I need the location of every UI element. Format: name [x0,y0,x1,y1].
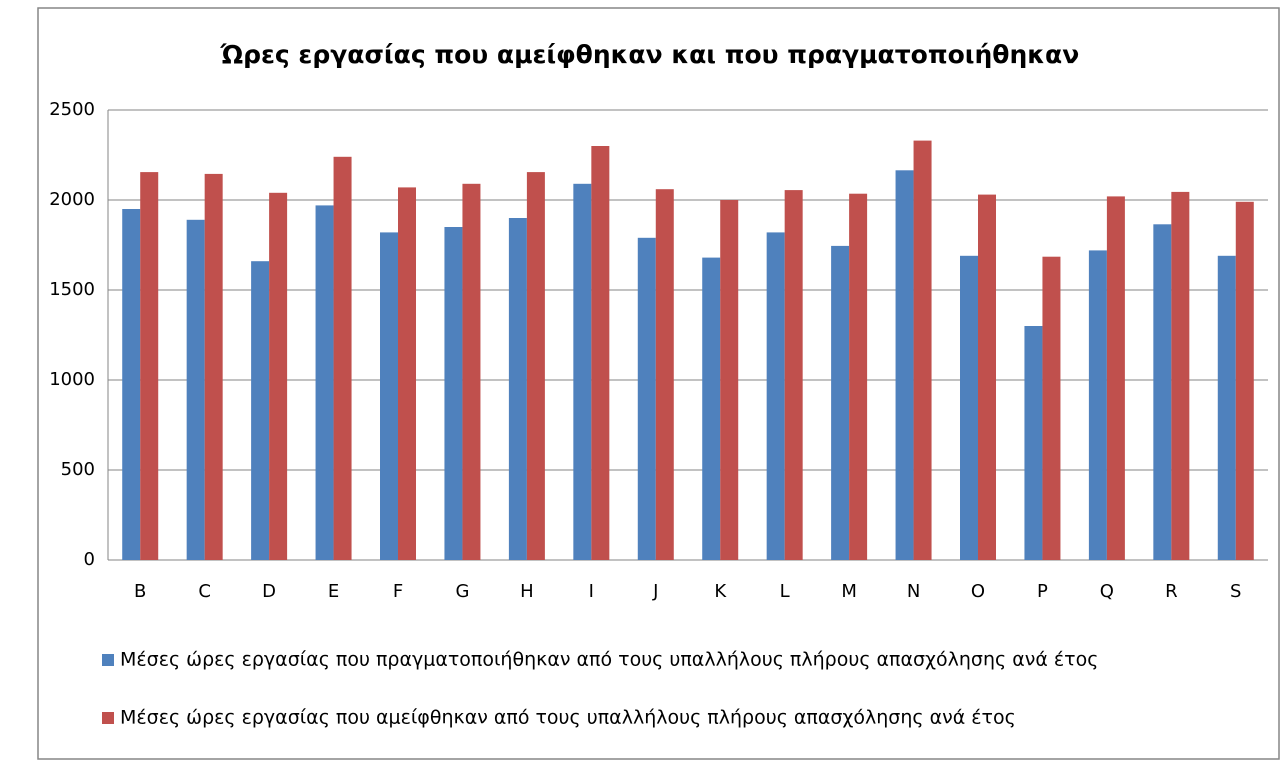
bar [1088,250,1107,560]
bar [960,255,978,561]
bar [526,172,545,560]
bar [766,232,785,560]
x-tick-label: P [1037,581,1048,602]
bar [849,193,868,560]
x-tick-label: R [1165,581,1178,602]
x-tick-label: F [393,581,403,602]
x-tick-label: B [134,581,146,602]
bar [1171,191,1190,560]
x-tick-label: S [1230,581,1241,602]
bar [186,219,205,561]
bar [978,194,996,560]
bar [720,200,739,560]
x-tick-label: M [841,581,857,602]
y-tick-label: 2500 [49,99,95,120]
bar [380,232,398,560]
bar [462,183,481,561]
x-tick-label: C [198,581,211,602]
bar [784,190,803,560]
bar [1106,196,1125,560]
x-tick-label: K [714,581,727,602]
bar [1153,224,1172,561]
x-tick-label: D [262,581,276,602]
x-tick-label: E [328,581,339,602]
x-tick-label: H [520,581,534,602]
legend-label: Μέσες ώρες εργασίας που πραγματοποιήθηκα… [120,649,1098,671]
bar [702,257,721,560]
x-tick-label: J [652,581,658,602]
bar [831,245,850,560]
bar [251,261,270,560]
bar [573,183,592,561]
bar [398,187,416,560]
y-tick-label: 1500 [49,279,95,300]
x-tick-label: G [455,581,469,602]
bar [1235,201,1254,561]
bar [508,218,527,560]
y-tick-label: 500 [61,459,95,480]
x-tick-label: O [971,581,985,602]
legend-swatch [102,712,114,724]
bar [122,209,141,560]
bar [204,173,223,560]
y-tick-label: 1000 [49,369,95,390]
bar [333,156,352,561]
bar [315,205,334,560]
bar [1042,256,1061,560]
y-tick-label: 0 [84,549,95,570]
x-tick-label: N [907,581,920,602]
bar [444,227,463,560]
x-tick-label: I [589,581,594,602]
bar [140,172,159,560]
bar [913,140,932,560]
bar [591,146,610,560]
x-tick-label: L [780,581,790,602]
bar [895,170,914,561]
bar [1217,255,1236,561]
legend-swatch [102,654,114,666]
y-tick-label: 2000 [49,189,95,210]
bar [637,237,656,561]
bar [655,189,674,560]
bar [269,192,288,561]
legend-label: Μέσες ώρες εργασίας που αμείφθηκαν από τ… [120,707,1016,729]
chart-title: Ώρες εργασίας που αμείφθηκαν και που πρα… [220,40,1080,69]
bar [1024,326,1043,560]
x-tick-label: Q [1100,581,1114,602]
